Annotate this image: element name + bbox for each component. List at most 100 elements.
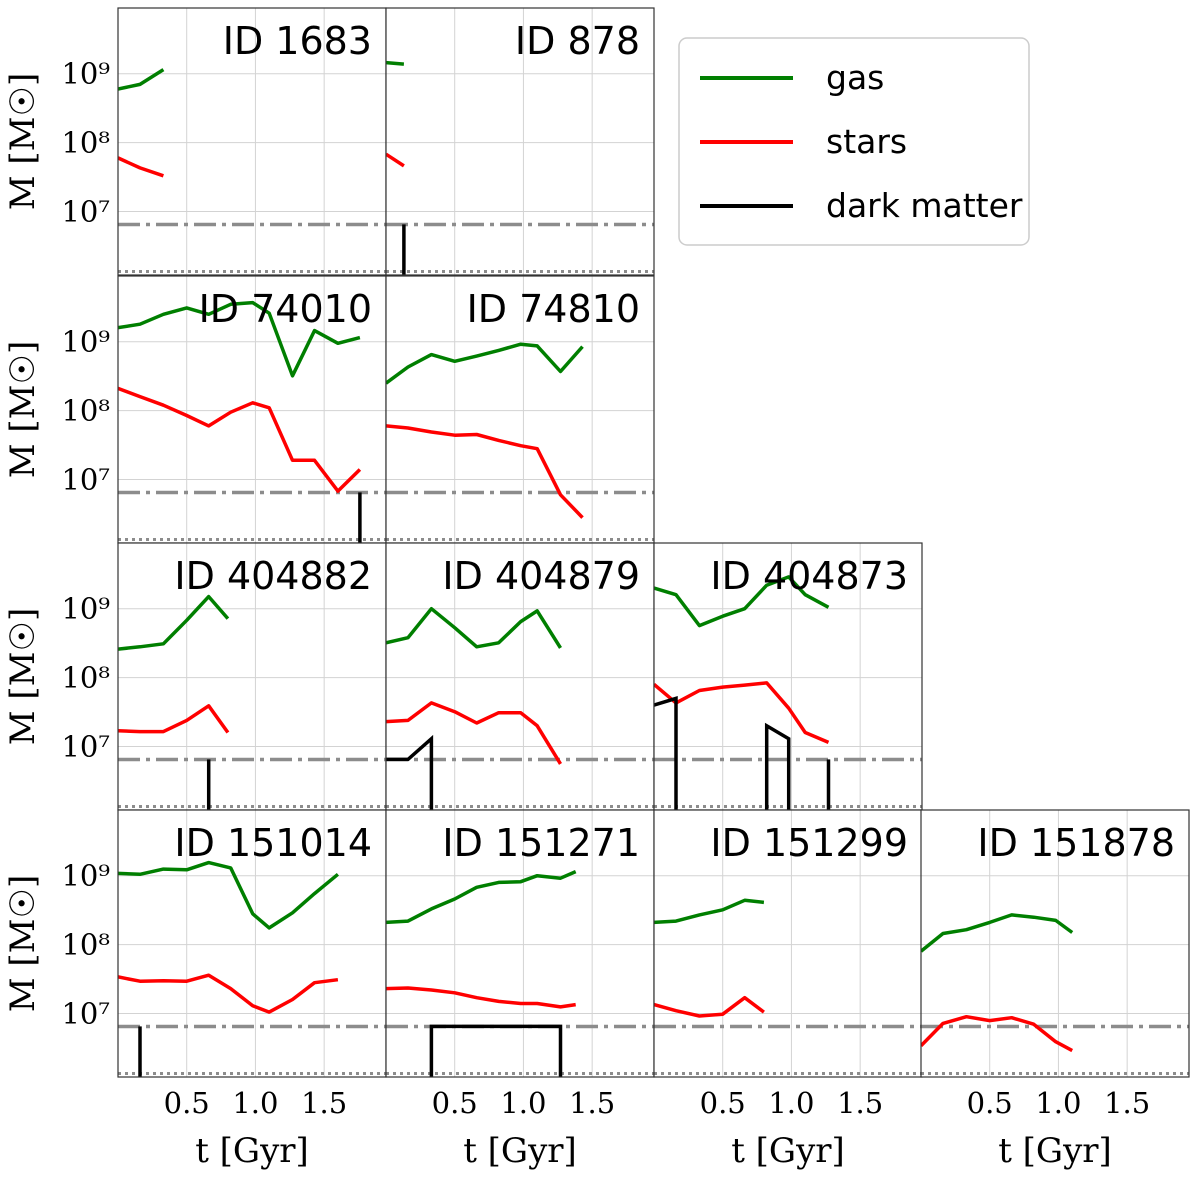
x-tick-label: 1.0	[232, 1086, 278, 1120]
y-tick-label: 10⁹	[61, 57, 110, 91]
stars-line	[118, 156, 164, 178]
panel-background	[921, 810, 1189, 1077]
x-tick-label: 1.5	[1104, 1086, 1150, 1120]
panel-background	[118, 276, 386, 543]
gridlines	[118, 8, 386, 275]
gridlines	[118, 543, 386, 810]
panel-title: ID 151878	[977, 821, 1175, 865]
panel: ID 151014	[117, 809, 387, 1078]
plot-area	[386, 869, 654, 1077]
legend-label: dark matter	[826, 186, 1023, 225]
stars-line	[654, 681, 830, 745]
panel-background	[386, 8, 654, 275]
gas-line	[386, 606, 562, 649]
y-tick-label: 10⁹	[61, 325, 110, 359]
panel-frame	[920, 809, 1190, 1078]
x-tick-label: 0.5	[967, 1086, 1013, 1120]
panel-title: ID 151299	[710, 821, 908, 865]
gas-line	[118, 300, 361, 378]
y-tick-label: 10⁸	[61, 126, 110, 160]
panel-title: ID 404882	[174, 554, 372, 598]
x-tick-label: 1.5	[301, 1086, 347, 1120]
stars-line	[386, 152, 405, 168]
panel-title: ID 74810	[467, 287, 640, 331]
gas-line	[654, 575, 830, 628]
y-axis-label: M [M☉]	[3, 341, 43, 478]
panel-title: ID 878	[515, 19, 640, 63]
plot-area	[654, 575, 922, 810]
stars-line	[921, 1014, 1074, 1053]
y-tick-label: 10⁷	[61, 997, 110, 1031]
legend-item: dark matter	[700, 186, 1023, 225]
panel: ID 878	[385, 7, 655, 276]
legend-label: stars	[826, 122, 907, 161]
panel-background	[386, 276, 654, 543]
gridlines	[386, 810, 654, 1077]
plot-area	[654, 898, 922, 1075]
dark-matter-line	[429, 1024, 563, 1077]
gridlines	[118, 276, 386, 543]
y-tick-label: 10⁷	[61, 195, 110, 229]
x-tick-label: 0.5	[700, 1086, 746, 1120]
stars-line	[386, 701, 562, 765]
gridlines	[386, 8, 654, 275]
dark-matter-line	[764, 722, 791, 810]
gas-line	[118, 594, 230, 651]
stars-line	[654, 995, 765, 1018]
gas-line	[386, 869, 577, 925]
plot-area	[118, 68, 386, 273]
gas-line	[654, 898, 765, 925]
y-tick-label: 10⁸	[61, 661, 110, 695]
panel: ID 404882	[117, 542, 387, 811]
panel-title: ID 404873	[710, 554, 908, 598]
gridlines	[921, 810, 1189, 1077]
panel-background	[118, 810, 386, 1077]
plot-area	[386, 606, 654, 810]
gridlines	[654, 810, 922, 1077]
x-tick-label: 1.0	[768, 1086, 814, 1120]
y-axis-label: M [M☉]	[3, 608, 43, 745]
panel-title: ID 1683	[223, 19, 372, 63]
gas-line	[118, 68, 165, 91]
plot-area	[118, 860, 386, 1077]
panel-title: ID 151014	[174, 821, 372, 865]
panel: ID 404879	[385, 542, 655, 811]
y-tick-label: 10⁹	[61, 859, 110, 893]
plot-area	[118, 594, 386, 810]
legend-item: stars	[700, 122, 907, 161]
panel: ID 151878	[920, 809, 1190, 1078]
panel-background	[118, 543, 386, 810]
x-tick-label: 1.0	[1035, 1086, 1081, 1120]
gridlines	[118, 810, 386, 1077]
panel-background	[118, 8, 386, 275]
x-tick-label: 1.5	[837, 1086, 883, 1120]
y-tick-label: 10⁷	[61, 463, 110, 497]
stars-line	[386, 424, 584, 519]
panels-layer: ID 1683 ID 878 ID 74010 ID 74810 ID 404882 ID…	[117, 7, 1190, 1078]
stars-line	[386, 986, 576, 1009]
plot-area	[386, 342, 654, 541]
x-axis-label: t [Gyr]	[195, 1131, 309, 1171]
panel: ID 151271	[385, 809, 655, 1078]
panel: ID 1683	[117, 7, 387, 276]
gridlines	[654, 543, 922, 810]
stars-line	[118, 704, 230, 734]
y-tick-label: 10⁸	[61, 394, 110, 428]
axes-layer: 10⁷ 10⁸ 10⁹ M [M☉] 10⁷ 10⁸ 10⁹ M [M☉] 10⁷ 10⁸ 10⁹ M…	[3, 57, 1150, 1171]
panel-frame	[385, 7, 655, 276]
x-axis-label: t [Gyr]	[463, 1131, 577, 1171]
x-axis-label: t [Gyr]	[731, 1131, 845, 1171]
y-tick-label: 10⁸	[61, 928, 110, 962]
gas-line	[118, 860, 340, 930]
y-axis-label: M [M☉]	[3, 73, 43, 210]
x-tick-label: 1.0	[500, 1086, 546, 1120]
gas-line	[921, 913, 1074, 953]
dark-matter-line	[654, 696, 678, 810]
plot-area	[921, 913, 1189, 1075]
gridlines	[386, 276, 654, 543]
x-tick-label: 0.5	[164, 1086, 210, 1120]
stars-line	[118, 386, 362, 493]
legend-label: gas	[826, 58, 884, 97]
legend-box	[678, 37, 1030, 246]
